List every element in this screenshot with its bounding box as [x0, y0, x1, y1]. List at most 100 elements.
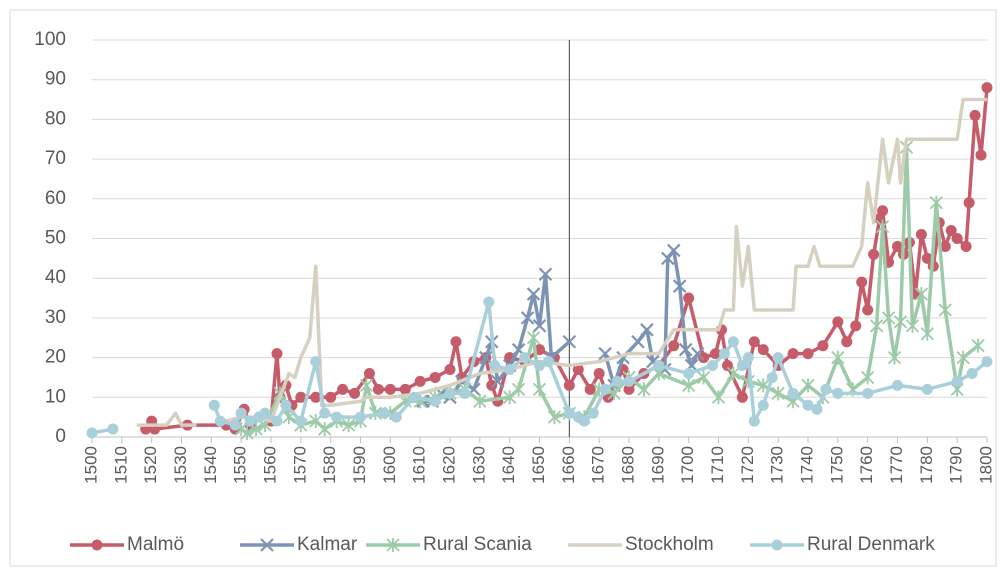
- x-tick-label: 1580: [320, 446, 339, 484]
- point: [736, 391, 748, 403]
- x-tick-label: 1520: [141, 446, 160, 484]
- point: [384, 383, 396, 395]
- point: [668, 340, 680, 352]
- point: [295, 415, 307, 427]
- point: [748, 336, 760, 348]
- point: [771, 539, 783, 551]
- point: [378, 407, 390, 419]
- point: [945, 225, 957, 237]
- x-tick-label: 1760: [857, 446, 876, 484]
- point: [841, 336, 853, 348]
- x-tick-label: 1620: [439, 446, 458, 484]
- point: [861, 370, 875, 385]
- point: [572, 364, 584, 376]
- point: [444, 364, 456, 376]
- x-tick-label: 1670: [589, 446, 608, 484]
- point: [337, 383, 349, 395]
- point: [832, 387, 844, 399]
- point: [887, 350, 902, 365]
- point: [486, 379, 498, 391]
- point: [260, 538, 274, 552]
- point: [587, 407, 599, 419]
- legend-label: Rural Scania: [423, 534, 532, 555]
- y-tick-label: 10: [45, 386, 66, 407]
- series-line: [136, 97, 987, 427]
- point: [892, 379, 903, 391]
- point: [921, 252, 933, 264]
- x-tick-label: 1650: [529, 446, 548, 484]
- x-tick-label: 1800: [976, 446, 995, 484]
- y-tick-label: 0: [55, 426, 66, 447]
- point: [341, 418, 356, 433]
- x-tick-label: 1500: [81, 446, 100, 484]
- point: [489, 360, 501, 372]
- point: [875, 219, 890, 234]
- point: [727, 336, 739, 348]
- point: [563, 407, 575, 419]
- point: [981, 82, 993, 94]
- point: [748, 415, 760, 427]
- point: [623, 383, 635, 395]
- point: [331, 411, 343, 423]
- y-tick-label: 80: [45, 108, 66, 129]
- y-tick-label: 50: [45, 228, 66, 249]
- point: [817, 340, 829, 352]
- legend-label: Kalmar: [297, 534, 358, 555]
- x-tick-label: 1750: [827, 446, 846, 484]
- point: [271, 348, 283, 360]
- x-tick-label: 1660: [559, 446, 578, 484]
- point: [951, 233, 963, 244]
- point: [532, 319, 547, 333]
- point: [235, 407, 247, 419]
- point: [742, 352, 754, 364]
- point: [801, 378, 815, 393]
- point: [399, 383, 411, 395]
- point: [981, 356, 993, 368]
- point: [244, 415, 256, 427]
- point: [963, 197, 975, 209]
- point: [920, 326, 934, 341]
- point: [473, 394, 487, 409]
- point: [971, 338, 985, 353]
- point: [802, 399, 814, 411]
- point: [325, 391, 337, 403]
- point: [519, 352, 531, 364]
- point: [856, 276, 868, 288]
- point: [683, 292, 695, 304]
- point: [578, 415, 590, 427]
- point: [678, 342, 693, 357]
- x-tick-label: 1780: [917, 446, 936, 484]
- point: [938, 302, 952, 317]
- point: [386, 538, 400, 552]
- point: [811, 403, 823, 415]
- point: [408, 391, 420, 403]
- point: [359, 378, 374, 393]
- point: [295, 391, 307, 403]
- point: [802, 348, 814, 360]
- point: [787, 348, 799, 360]
- point: [683, 367, 695, 379]
- point: [820, 383, 832, 395]
- point: [310, 391, 322, 403]
- point: [690, 346, 705, 361]
- point: [850, 320, 862, 332]
- point: [653, 360, 665, 372]
- point: [696, 370, 711, 385]
- y-tick-label: 20: [45, 347, 66, 368]
- point: [939, 240, 951, 252]
- point: [631, 334, 645, 349]
- point: [757, 344, 769, 356]
- x-tick-label: 1530: [171, 446, 190, 484]
- x-tick-label: 1740: [797, 446, 816, 484]
- point: [682, 378, 696, 393]
- point: [862, 304, 874, 316]
- point: [429, 371, 441, 383]
- point: [921, 383, 933, 395]
- point: [538, 267, 553, 282]
- point: [490, 374, 505, 389]
- point: [637, 382, 651, 397]
- x-tick-label: 1680: [618, 446, 637, 484]
- point: [280, 399, 292, 411]
- point: [526, 287, 541, 301]
- point: [511, 382, 526, 397]
